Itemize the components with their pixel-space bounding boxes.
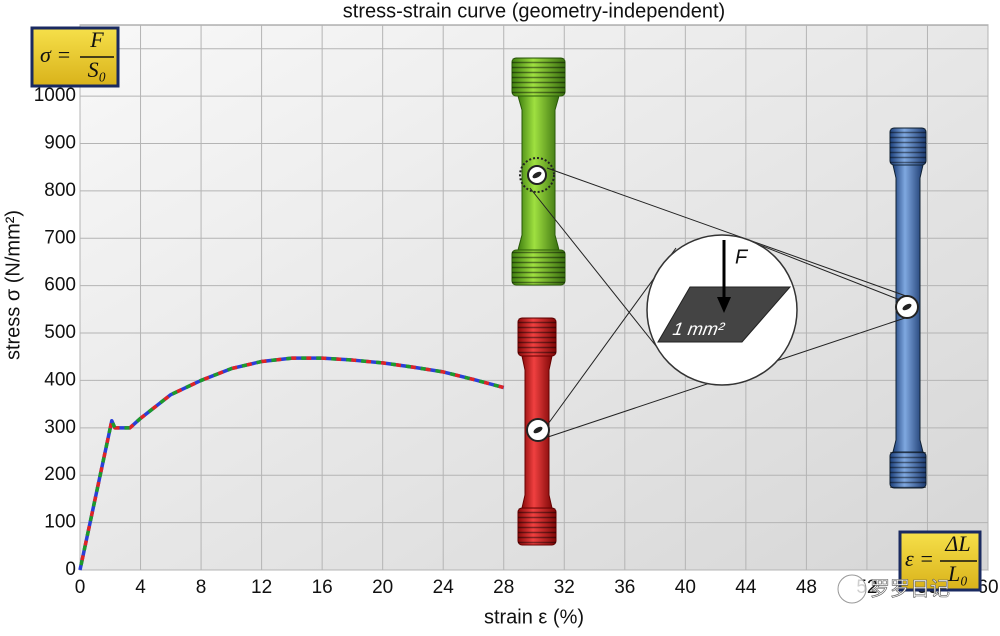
strain-formula-box: ε = ΔL L₀ bbox=[898, 530, 982, 592]
formula-numerator: ΔL bbox=[944, 531, 970, 556]
watermark-text: 罗罗日记 bbox=[870, 577, 950, 600]
formula-lhs: ε = bbox=[905, 546, 934, 571]
y-tick-label: 100 bbox=[44, 512, 76, 533]
y-tick-label: 500 bbox=[44, 322, 76, 343]
force-label: F bbox=[735, 246, 749, 268]
x-tick-label: 20 bbox=[372, 577, 393, 598]
watermark: 罗罗日记 bbox=[837, 574, 950, 604]
x-tick-label: 28 bbox=[493, 577, 514, 598]
y-tick-label: 400 bbox=[44, 369, 76, 390]
x-tick-label: 40 bbox=[675, 577, 696, 598]
formula-numerator: F bbox=[89, 27, 104, 52]
x-tick-label: 0 bbox=[75, 577, 86, 598]
x-tick-label: 4 bbox=[135, 577, 146, 598]
formula-denominator: L₀ bbox=[947, 561, 968, 586]
formula-denominator: S₀ bbox=[88, 57, 107, 82]
y-tick-label: 900 bbox=[44, 132, 76, 153]
y-tick-label: 600 bbox=[44, 275, 76, 296]
x-tick-label: 48 bbox=[796, 577, 817, 598]
x-tick-label: 8 bbox=[196, 577, 207, 598]
y-axis-label: stress σ (N/mm²) bbox=[2, 210, 24, 360]
y-tick-label: 1000 bbox=[34, 85, 76, 106]
area-label: 1 mm² bbox=[671, 319, 726, 339]
curve bbox=[78, 356, 505, 571]
chart-title: stress-strain curve (geometry-independen… bbox=[343, 0, 725, 22]
formula-lhs: σ = bbox=[40, 42, 71, 67]
y-tick-label: 300 bbox=[44, 417, 76, 438]
x-tick-label: 24 bbox=[433, 577, 455, 598]
y-tick-label: 800 bbox=[44, 180, 76, 201]
x-tick-label: 16 bbox=[312, 577, 333, 598]
x-tick-label: 60 bbox=[977, 577, 998, 598]
specimen-red bbox=[517, 317, 557, 546]
x-tick-label: 12 bbox=[251, 577, 272, 598]
x-tick-label: 32 bbox=[554, 577, 575, 598]
specimen-blue bbox=[889, 127, 927, 489]
magnifier: F 1 mm² bbox=[646, 234, 798, 386]
stress-formula-box: σ = F S₀ bbox=[30, 26, 120, 88]
x-tick-label: 44 bbox=[735, 577, 757, 598]
y-tick-label: 200 bbox=[44, 464, 76, 485]
y-tick-label: 0 bbox=[65, 559, 76, 580]
x-axis-label: strain ε (%) bbox=[484, 606, 584, 628]
stress-strain-curve bbox=[78, 356, 505, 571]
y-tick-label: 700 bbox=[44, 227, 76, 248]
x-tick-label: 36 bbox=[614, 577, 635, 598]
